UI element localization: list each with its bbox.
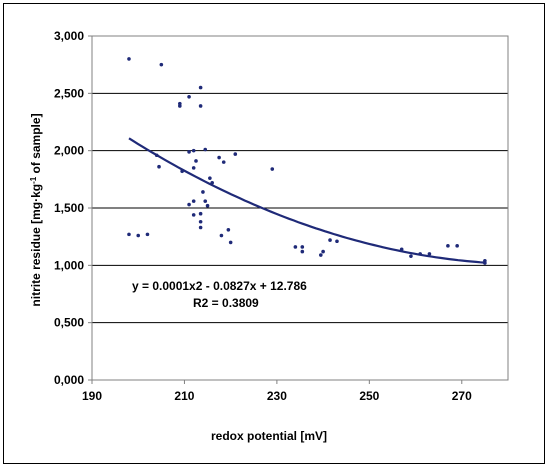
- y-tick-labels: 0,000 0,500 1,000 1,500 2,000 2,500 3,000: [54, 29, 84, 387]
- y-tick-label-0: 0,000: [54, 373, 84, 387]
- equation-label: y = 0.0001x2 - 0.0827x + 12.786: [132, 279, 307, 293]
- data-point-36: [293, 245, 298, 249]
- data-point-31: [127, 232, 131, 237]
- data-point-5: [178, 104, 182, 108]
- data-point-43: [399, 247, 404, 252]
- x-tick-labels: 190 210 230 250 270: [82, 389, 472, 403]
- r-squared-label: R2 = 0.3809: [193, 296, 259, 310]
- chart-frame: [3, 3, 545, 464]
- data-point-1: [159, 62, 164, 67]
- data-point-21: [201, 190, 205, 194]
- data-point-27: [191, 213, 196, 217]
- y-tick-label-3: 1,500: [54, 201, 84, 215]
- data-point-38: [300, 249, 305, 254]
- data-point-14: [194, 159, 198, 163]
- data-point-15: [157, 164, 161, 169]
- data-point-3: [187, 94, 191, 99]
- x-tick-label-4: 270: [452, 389, 472, 403]
- y-axis-title-main: nitrite residue [mg·kg: [29, 184, 43, 307]
- data-point-23: [191, 199, 196, 203]
- data-point-29: [198, 225, 203, 230]
- data-point-2: [198, 85, 203, 90]
- y-axis-title-superscript: -1: [29, 176, 38, 184]
- data-point-37: [300, 245, 305, 249]
- data-point-11: [233, 152, 238, 156]
- data-point-25: [187, 202, 191, 207]
- data-point-41: [328, 238, 332, 242]
- data-point-35: [228, 240, 233, 245]
- data-point-17: [180, 169, 184, 174]
- data-point-40: [321, 249, 325, 254]
- data-point-46: [427, 252, 432, 256]
- data-point-22: [203, 199, 208, 203]
- data-point-30: [226, 227, 231, 232]
- data-point-9: [187, 150, 191, 154]
- data-point-28: [198, 219, 203, 224]
- data-point-10: [154, 153, 159, 158]
- data-point-19: [208, 176, 212, 180]
- data-point-7: [203, 147, 208, 152]
- trendline: [128, 137, 485, 264]
- data-point-13: [221, 160, 226, 164]
- data-point-42: [335, 239, 339, 244]
- y-tick-label-6: 3,000: [54, 29, 84, 43]
- y-tick-label-5: 2,500: [54, 86, 84, 100]
- y-tick-label-1: 0,500: [54, 316, 84, 330]
- data-point-0: [127, 57, 131, 61]
- data-point-26: [198, 211, 203, 216]
- x-tick-label-0: 190: [82, 389, 102, 403]
- x-tick-label-3: 250: [359, 389, 379, 403]
- data-point-34: [219, 233, 224, 238]
- x-tick-label-2: 230: [267, 389, 287, 403]
- data-point-24: [205, 203, 210, 208]
- axes: [88, 35, 508, 384]
- data-point-18: [270, 167, 275, 171]
- data-point-33: [145, 232, 150, 237]
- y-axis-title: nitrite residue [mg·kg-1 of sample]: [29, 113, 44, 306]
- data-point-39: [319, 253, 323, 257]
- data-point-16: [191, 166, 196, 170]
- x-tick-label-1: 210: [174, 389, 194, 403]
- y-tick-label-2: 1,000: [54, 258, 84, 272]
- data-point-8: [191, 148, 196, 153]
- data-point-20: [210, 180, 214, 185]
- data-point-32: [136, 233, 141, 238]
- y-tick-label-4: 2,000: [54, 144, 84, 158]
- data-points: [127, 57, 487, 265]
- data-point-47: [446, 244, 450, 248]
- data-point-48: [455, 244, 459, 248]
- data-point-44: [409, 254, 413, 258]
- data-point-6: [198, 104, 203, 108]
- data-point-12: [217, 155, 221, 160]
- data-point-50: [483, 261, 487, 265]
- x-axis-title: redox potential [mV]: [211, 429, 327, 443]
- y-axis-title-end: of sample]: [29, 113, 43, 176]
- data-point-45: [418, 252, 422, 256]
